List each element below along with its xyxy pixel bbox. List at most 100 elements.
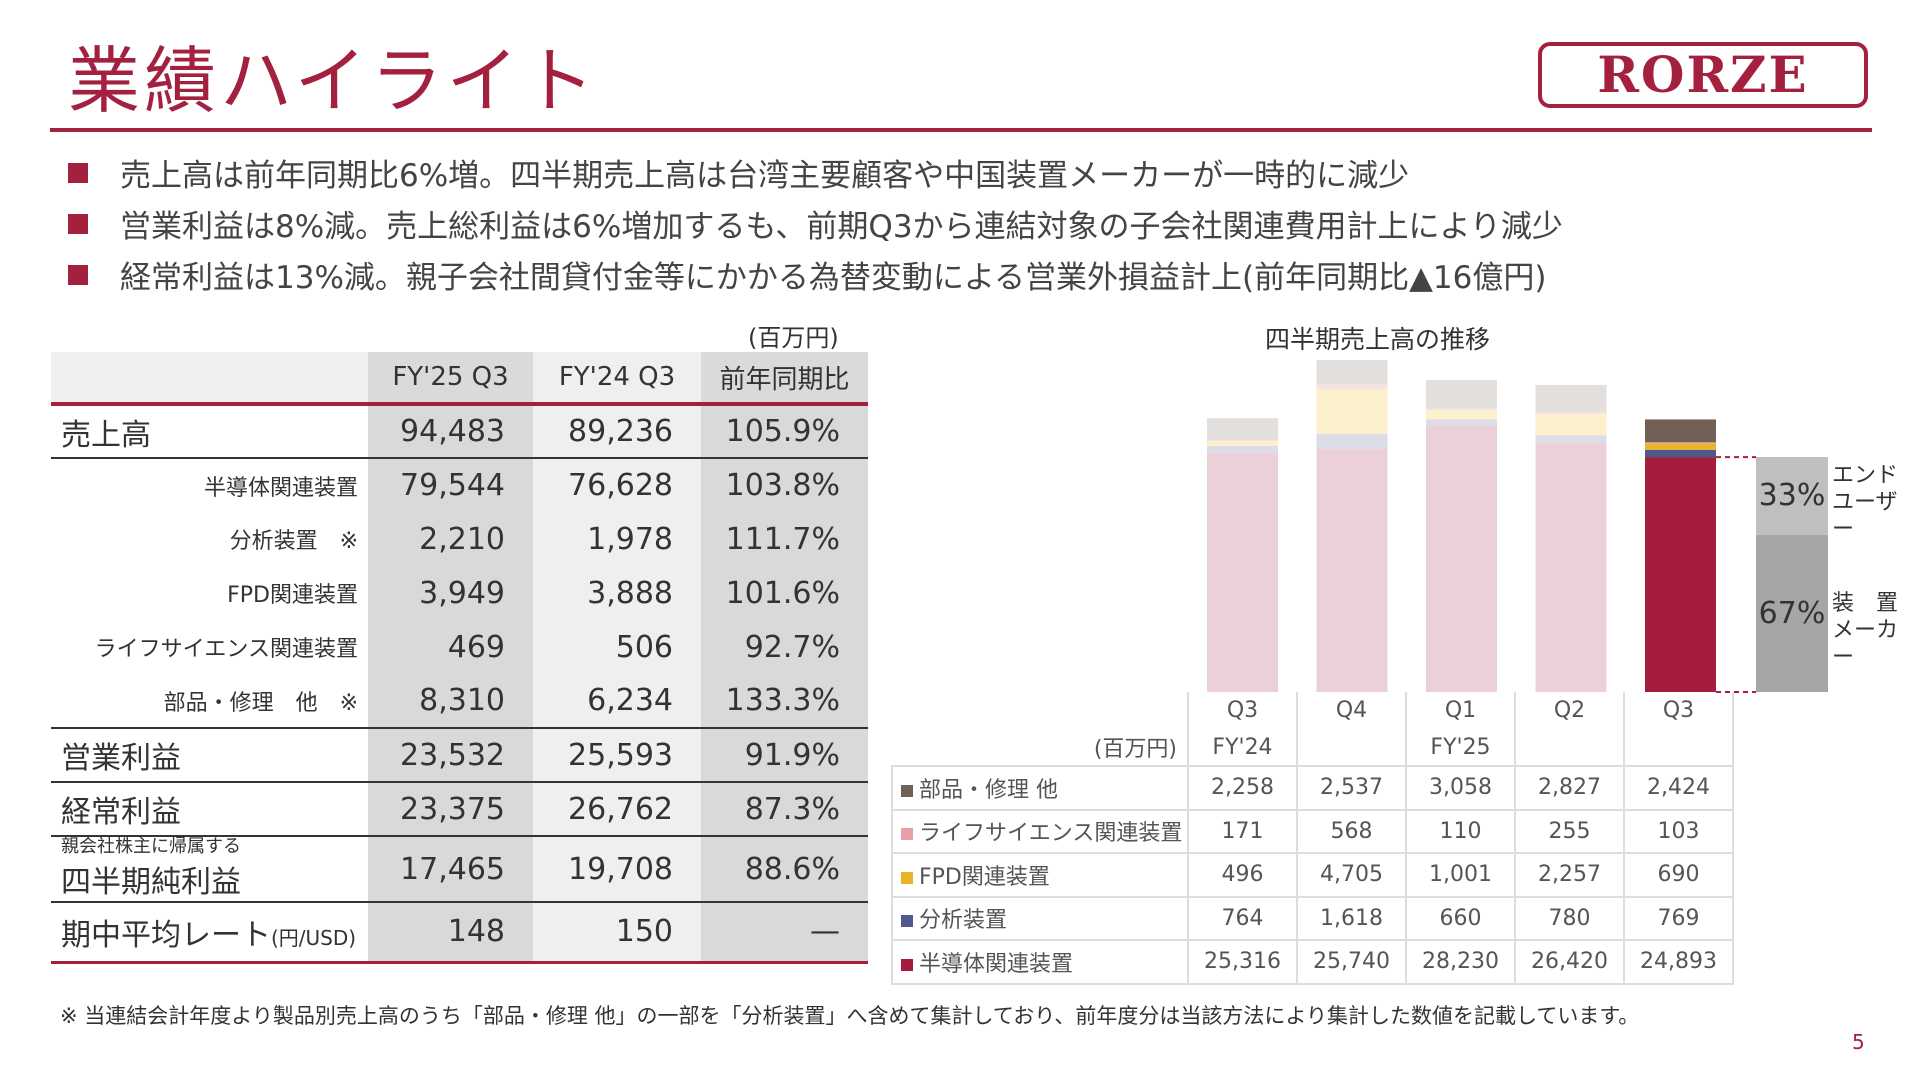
row-label: 売上高 [61,417,151,453]
legend-swatch-icon [901,871,913,884]
header-fy24q3: FY'24 Q3 [533,352,701,404]
row-label: 営業利益 [61,741,181,776]
row-label: FPD関連装置 [227,583,358,608]
row-value: 8,310 [368,674,533,728]
title-divider [50,128,1872,132]
square-bullet-icon [68,264,88,285]
row-value: 26,762 [533,782,701,836]
category-label: Q2 [1514,692,1625,729]
row-value: 25,593 [533,728,701,782]
square-bullet-icon [68,162,88,183]
fiscal-label [1623,729,1734,767]
table-row: 売上高 94,483 89,236 105.9% [51,404,868,458]
row-value: 133.3% [701,674,868,728]
chart-unit: (百万円) [1093,737,1177,762]
legend-entry: ライフサイエンス関連装置 [891,808,1189,854]
header-fy25q3: FY'25 Q3 [368,352,533,404]
row-value: 3,888 [533,566,701,620]
row-value: 101.6% [701,566,868,620]
data-label: 780 [1514,895,1625,941]
row-value: 3,949 [368,566,533,620]
data-label: 690 [1623,852,1734,898]
row-value: 94,483 [368,404,533,458]
data-label: 1,618 [1296,895,1407,941]
bar-segment [1426,408,1497,410]
data-label: 28,230 [1405,939,1516,985]
legend-entry: 部品・修理 他 [891,765,1189,811]
bullet-item: 経常利益は13%減。親子会社間貸付金等にかかる為替変動による営業外損益計上(前年… [68,252,1546,297]
square-bullet-icon [68,213,88,234]
bar-segment [1645,419,1716,443]
row-value: 1,978 [533,512,701,566]
data-label: 26,420 [1514,939,1625,985]
table-row: ライフサイエンス関連装置 469 506 92.7% [51,620,868,674]
data-label: 2,257 [1514,852,1625,898]
chart-table-row: 部品・修理 他 2,258 2,537 3,058 2,827 2,424 [891,765,1734,811]
data-label: 24,893 [1623,939,1734,985]
bullet-text: 売上高は前年同期比6%増。四半期売上高は台湾主要顧客や中国装置メーカーが一時的に… [120,158,1410,194]
table-row: 部品・修理 他 ※ 8,310 6,234 133.3% [51,674,868,728]
row-value: 148 [368,902,533,962]
bar-segment [1645,442,1716,444]
table-row: 期中平均レート(円/USD) 148 150— [51,902,868,962]
legend-swatch-icon [901,915,913,928]
data-label: 2,424 [1623,765,1734,811]
chart-data-table: Q3 Q4 Q1 Q2 Q3 (百万円) FY'24 FY'25 部品・修理 他 2,258 2,5… [891,692,1734,985]
data-label: 25,316 [1187,939,1298,985]
share-maker-label: 装 置メーカー [1832,591,1899,670]
table-row: 半導体関連装置 79,544 76,628 103.8% [51,458,868,512]
bar-segment [1426,409,1497,420]
legend-entry: 半導体関連装置 [891,939,1189,985]
chart-table-row: 分析装置 764 1,618 660 780 769 [891,895,1734,941]
bar-segment [1645,443,1716,450]
row-label: 分析装置 ※ [229,529,358,554]
bar-segment [1645,449,1716,458]
row-label: 経常利益 [61,795,181,830]
bar-segment [1426,380,1497,409]
header-yoy: 前年同期比 [701,352,868,404]
row-value: 19,708 [533,836,701,902]
bar-segment [1645,457,1716,692]
row-value: 88.6% [701,836,868,902]
bar-segment [1207,453,1278,692]
data-label: 255 [1514,808,1625,854]
row-label: ライフサイエンス関連装置 [94,637,358,662]
table-row: 営業利益 23,532 25,593 91.9% [51,728,868,782]
bullet-text: 経常利益は13%減。親子会社間貸付金等にかかる為替変動による営業外損益計上(前年… [120,260,1547,296]
row-value: 103.8% [701,458,868,512]
bar-segment [1207,441,1278,446]
row-value: 92.7% [701,620,868,674]
chart-table-row: 半導体関連装置 25,316 25,740 28,230 26,420 24,893 [891,939,1734,985]
bar-segment [1316,360,1388,385]
category-label: Q3 [1623,692,1734,729]
chart-title: 四半期売上高の推移 [1265,325,1491,354]
share-end-user-label: エンド ユーザー [1832,463,1899,542]
table-row: FPD関連装置 3,949 3,888 101.6% [51,566,868,620]
table-row: 分析装置 ※ 2,210 1,978 111.7% [51,512,868,566]
fiscal-label [1514,729,1625,767]
bar-segment [1535,413,1607,436]
row-value: 23,532 [368,728,533,782]
row-value: 2,210 [368,512,533,566]
legend-entry: 分析装置 [891,895,1189,941]
bar-segment [1535,384,1607,412]
data-label: 103 [1623,808,1734,854]
data-label: 3,058 [1405,765,1516,811]
row-value: 23,375 [368,782,533,836]
row-label: 部品・修理 他 ※ [163,690,358,716]
data-label: 496 [1187,852,1298,898]
data-label: 4,705 [1296,852,1407,898]
data-label: 1,001 [1405,852,1516,898]
row-value: 76,628 [533,458,701,512]
results-table: FY'25 Q3 FY'24 Q3 前年同期比 売上高 94,483 89,236 1… [51,352,868,964]
row-value: 150 [533,902,701,962]
data-label: 660 [1405,895,1516,941]
row-value: 506 [533,620,701,674]
bullet-item: 営業利益は8%減。売上総利益は6%増加するも、前期Q3から連結対象の子会社関連費… [68,201,1563,246]
bullet-item: 売上高は前年同期比6%増。四半期売上高は台湾主要顧客や中国装置メーカーが一時的に… [68,150,1409,195]
share-maker-bar: 67% [1756,535,1828,692]
bar-segment [1535,435,1607,443]
row-value: 111.7% [701,512,868,566]
table-row: 経常利益 23,375 26,762 87.3% [51,782,868,836]
row-value: 89,236 [533,404,701,458]
